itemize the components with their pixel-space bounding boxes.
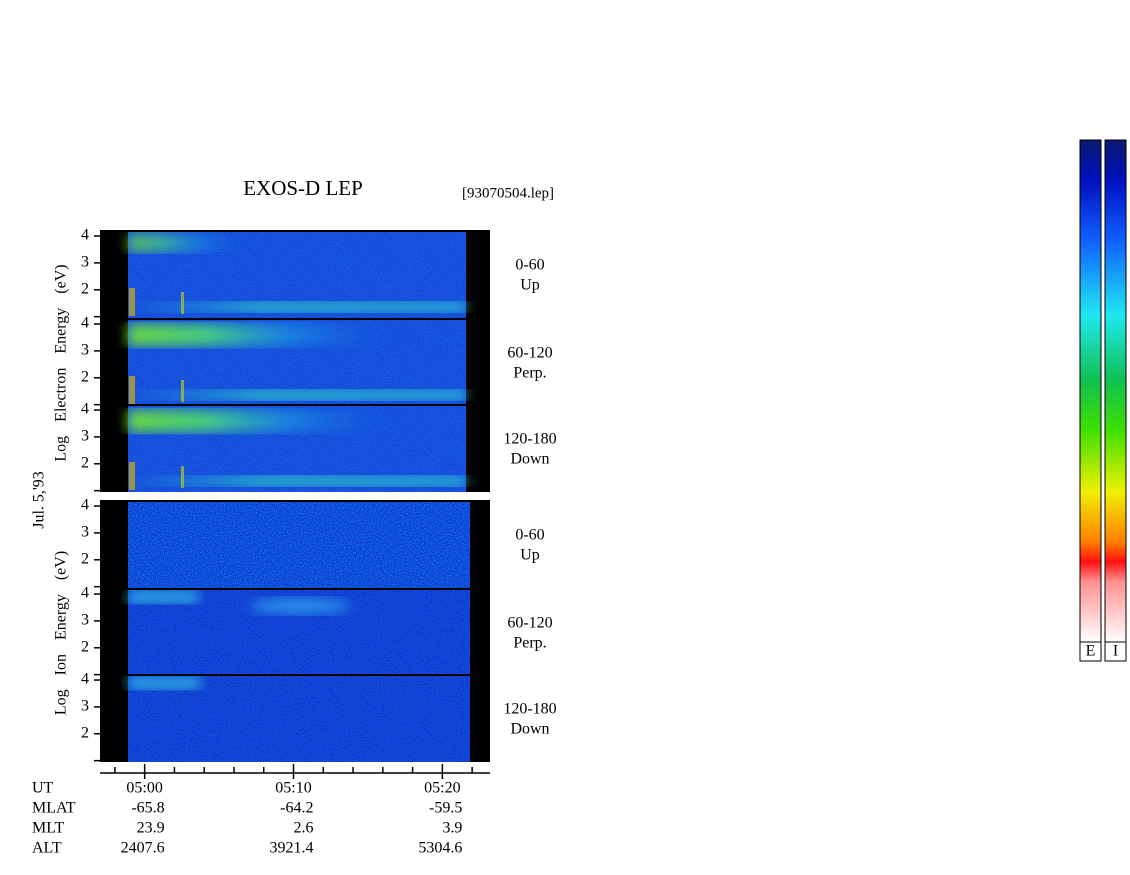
direction-label: Up xyxy=(520,547,540,564)
spectrogram-panel xyxy=(128,588,470,676)
pitch-angle-label: 60-120 xyxy=(507,345,552,362)
x-tick-label: 05:20 xyxy=(424,780,460,797)
orbit-value: 3.9 xyxy=(442,820,462,837)
speckle xyxy=(128,406,466,492)
y-tick-label: 3 xyxy=(81,612,89,629)
y-tick-label: 2 xyxy=(81,638,89,655)
y-tick-label: 3 xyxy=(81,428,89,445)
colorbar xyxy=(1079,139,1102,643)
y-tick-label: 2 xyxy=(81,368,89,385)
orbit-value: -65.8 xyxy=(131,800,164,817)
pitch-angle-label: 120-180 xyxy=(503,431,556,448)
row-label: UT xyxy=(32,780,54,797)
y-tick-label: 4 xyxy=(81,585,89,602)
date-label: Jul. 5,'93 xyxy=(31,471,48,529)
spectrogram-panel xyxy=(128,500,470,588)
orbit-value: 2.6 xyxy=(294,820,314,837)
y-tick-label: 4 xyxy=(81,497,89,514)
y-tick-label: 3 xyxy=(81,342,89,359)
file-name: [93070504.lep] xyxy=(462,185,554,201)
y-tick-label: 3 xyxy=(81,254,89,271)
spectrogram-panel xyxy=(128,318,466,406)
direction-label: Down xyxy=(510,721,549,738)
colorbar-label: I xyxy=(1113,643,1118,660)
spectrogram-panel xyxy=(128,404,466,492)
y-tick-label: 4 xyxy=(81,401,89,418)
y-tick-label: 2 xyxy=(81,454,89,471)
colorbar xyxy=(1104,139,1127,643)
orbit-value: 5304.6 xyxy=(418,840,462,857)
direction-label: Up xyxy=(520,277,540,294)
orbit-value: -59.5 xyxy=(429,800,462,817)
row-label: ALT xyxy=(32,840,62,857)
pitch-angle-label: 120-180 xyxy=(503,701,556,718)
orbit-value: 2407.6 xyxy=(121,840,165,857)
row-label: MLT xyxy=(32,820,65,837)
y-tick-label: 4 xyxy=(81,315,89,332)
colorbar-label-box xyxy=(1104,641,1127,662)
chart-title: EXOS-D LEP xyxy=(243,176,363,200)
y-axis-label: Log Electron Energy (eV) xyxy=(53,264,70,461)
y-tick-label: 3 xyxy=(81,698,89,715)
speckle xyxy=(128,676,470,762)
y-tick-label: 2 xyxy=(81,280,89,297)
row-label: MLAT xyxy=(32,800,76,817)
orbit-value: 23.9 xyxy=(137,820,165,837)
colorbar-label: E xyxy=(1086,643,1096,660)
y-tick-label: 3 xyxy=(81,524,89,541)
y-tick-label: 2 xyxy=(81,724,89,741)
pitch-angle-label: 0-60 xyxy=(515,527,544,544)
direction-label: Perp. xyxy=(513,365,546,382)
x-tick-label: 05:10 xyxy=(275,780,311,797)
speckle xyxy=(128,590,470,676)
x-tick-label: 05:00 xyxy=(126,780,162,797)
speckle xyxy=(128,502,470,588)
orbit-value: 3921.4 xyxy=(270,840,314,857)
direction-label: Down xyxy=(510,451,549,468)
speckle xyxy=(128,320,466,406)
pitch-angle-label: 60-120 xyxy=(507,615,552,632)
spectrogram-panel xyxy=(128,674,470,762)
spectrogram-panel xyxy=(128,230,466,318)
speckle xyxy=(128,232,466,318)
y-axis-label: Log Ion Energy (eV) xyxy=(53,551,70,715)
orbit-value: -64.2 xyxy=(280,800,313,817)
direction-label: Perp. xyxy=(513,635,546,652)
pitch-angle-label: 0-60 xyxy=(515,257,544,274)
colorbar-label-box xyxy=(1079,641,1102,662)
y-tick-label: 4 xyxy=(81,227,89,244)
y-tick-label: 4 xyxy=(81,671,89,688)
y-tick-label: 2 xyxy=(81,550,89,567)
